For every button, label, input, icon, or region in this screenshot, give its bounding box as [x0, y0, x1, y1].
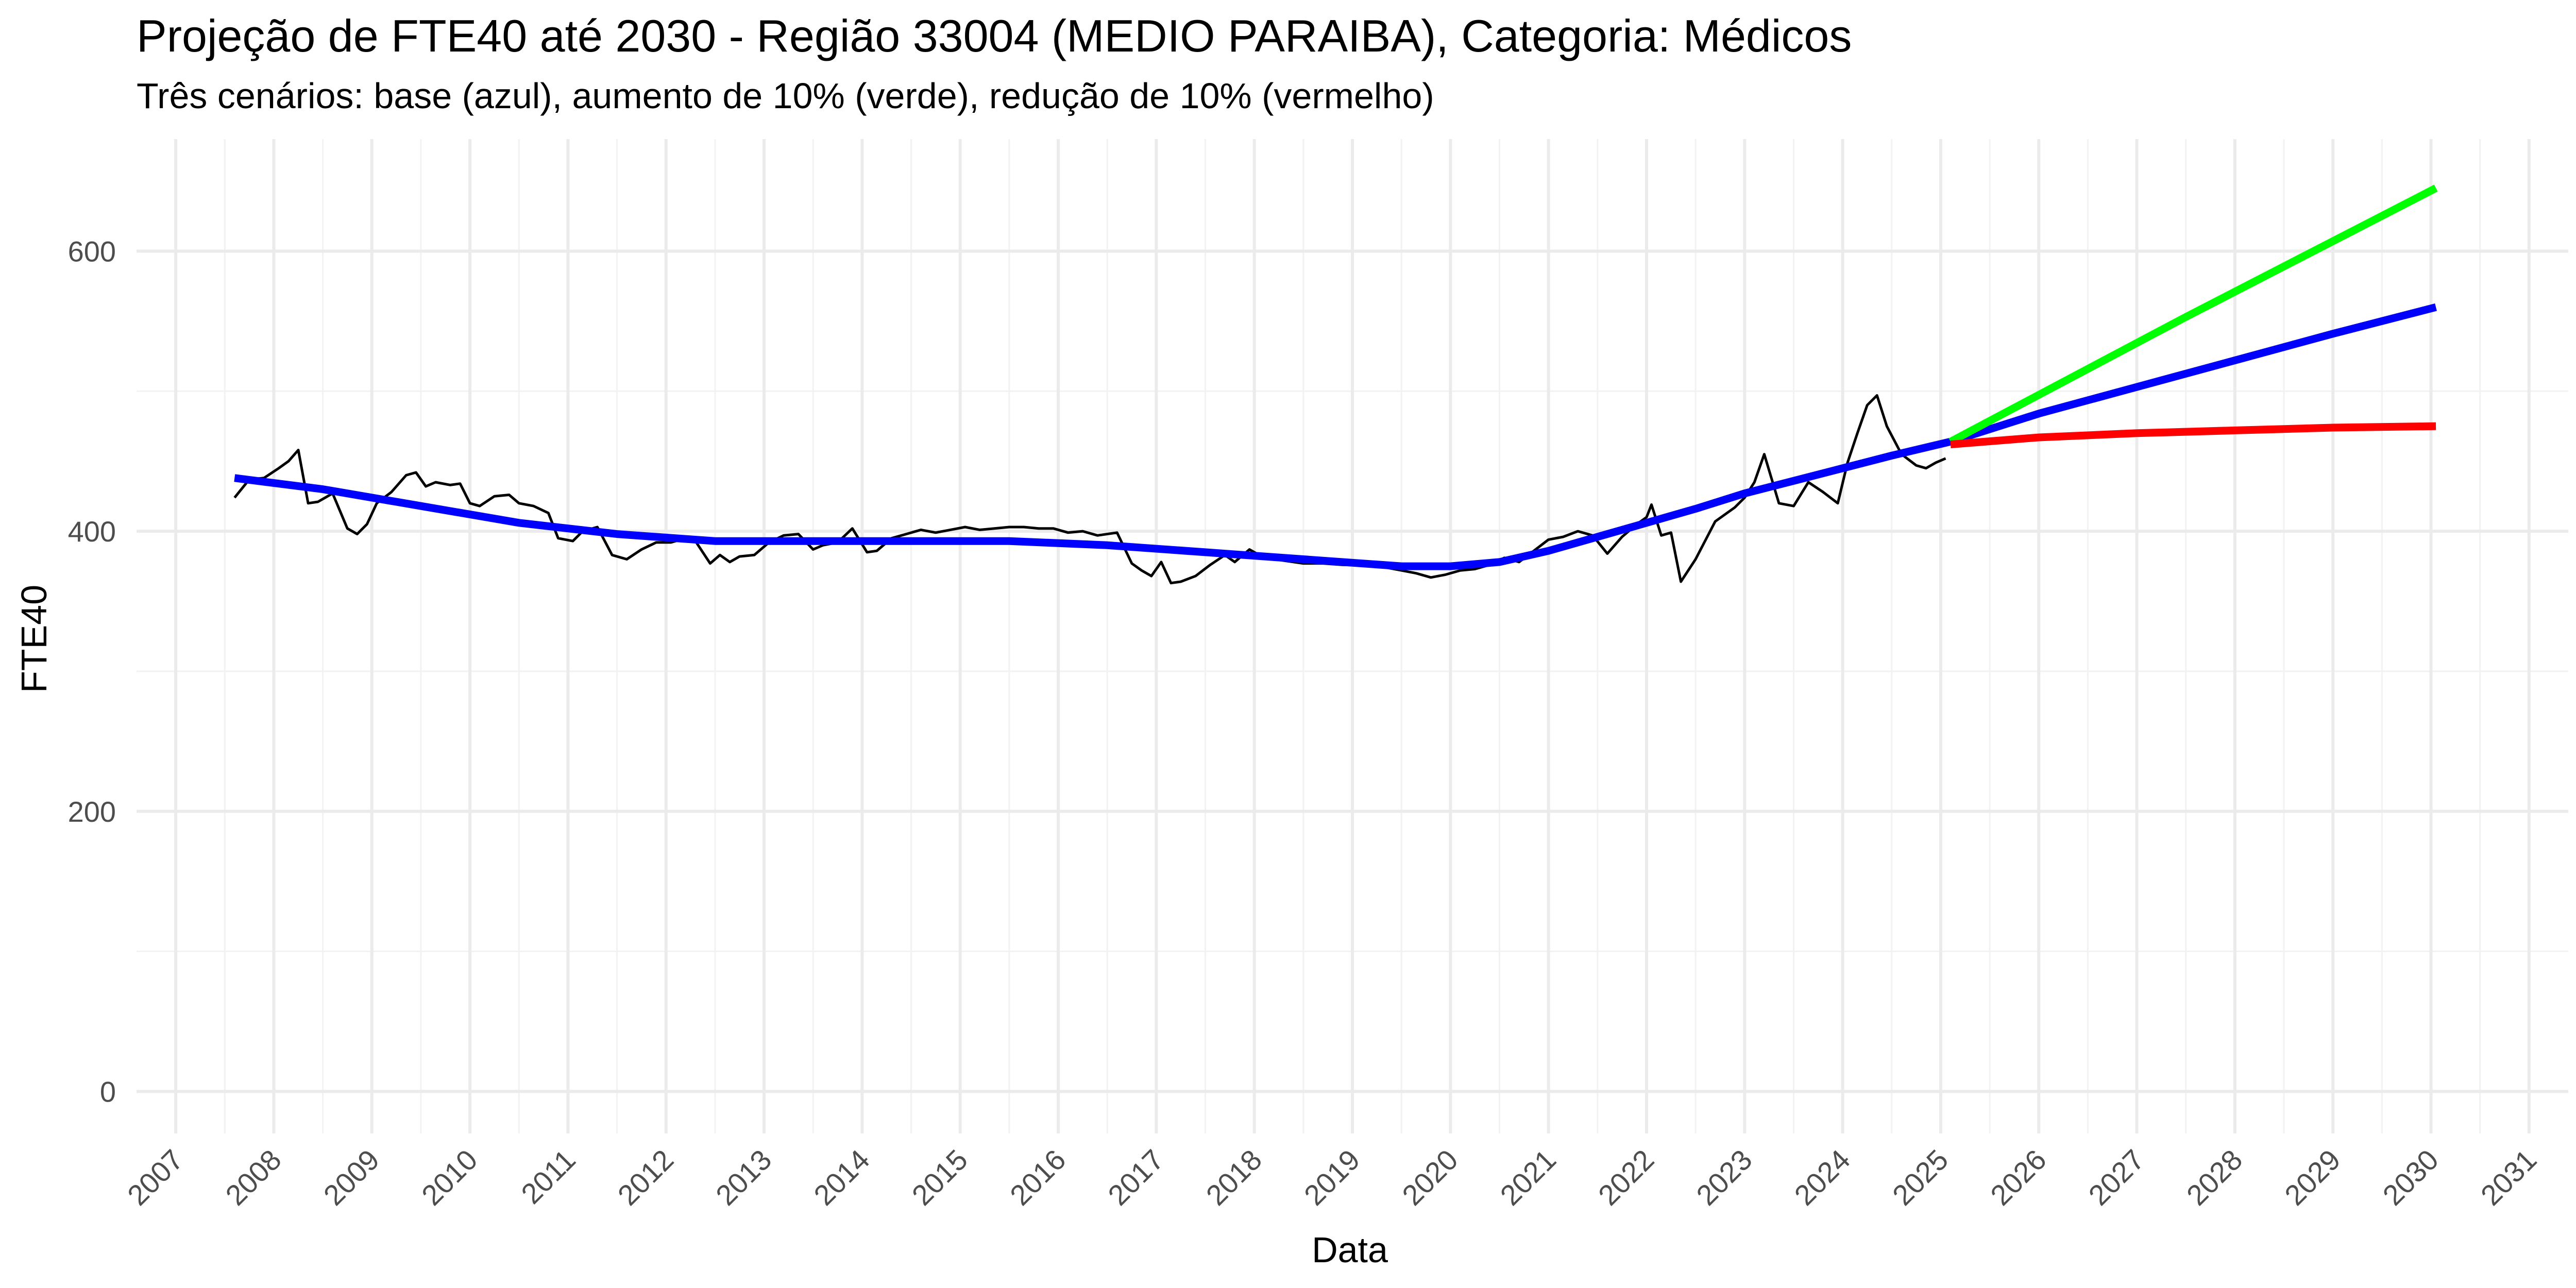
x-tick-label: 2030: [2376, 1143, 2445, 1212]
x-tick-label: 2025: [1886, 1143, 1955, 1212]
x-tick-label: 2011: [515, 1143, 582, 1210]
x-tick-label: 2021: [1494, 1143, 1562, 1212]
y-axis-title: FTE40: [14, 585, 54, 693]
x-tick-label: 2020: [1396, 1143, 1464, 1212]
series-layer: [233, 184, 2438, 585]
x-tick-label: 2008: [219, 1143, 287, 1212]
chart-subtitle: Três cenários: base (azul), aumento de 1…: [137, 76, 1434, 116]
x-tick-label: 2031: [2475, 1143, 2543, 1212]
y-tick-label: 400: [68, 515, 116, 548]
x-tick-label: 2027: [2082, 1143, 2150, 1212]
x-tick-label: 2014: [807, 1143, 876, 1212]
grid-lines: [137, 139, 2568, 1133]
x-tick-label: 2016: [1004, 1143, 1072, 1212]
x-tick-label: 2019: [1298, 1143, 1366, 1212]
x-tick-label: 2024: [1788, 1143, 1856, 1212]
x-tick-label: 2010: [415, 1143, 484, 1212]
x-tick-label: 2017: [1101, 1143, 1170, 1212]
y-tick-label: 600: [68, 235, 116, 267]
x-tick-label: 2012: [612, 1143, 680, 1212]
reduction-scenario-line: [1950, 422, 2436, 449]
observed-series-line: [233, 394, 1946, 585]
x-tick-label: 2029: [2278, 1143, 2347, 1212]
x-tick-label: 2018: [1200, 1143, 1268, 1212]
x-tick-label: 2013: [709, 1143, 778, 1212]
x-tick-label: 2007: [121, 1143, 190, 1212]
x-tick-label: 2023: [1690, 1143, 1758, 1212]
x-axis-title: Data: [1312, 1230, 1388, 1270]
x-tick-labels: 2007 2008 2009 2010 2011 2012 2013 2014 2015 2016…: [121, 1143, 2543, 1212]
y-tick-label: 0: [100, 1075, 116, 1108]
x-tick-label: 2022: [1592, 1143, 1660, 1212]
x-tick-label: 2015: [906, 1143, 974, 1212]
y-tick-labels: 0 200 400 600: [68, 235, 116, 1108]
increase-scenario-line: [1948, 184, 2438, 445]
x-tick-label: 2009: [317, 1143, 386, 1212]
y-tick-label: 200: [68, 795, 116, 828]
x-tick-label: 2028: [2180, 1143, 2249, 1212]
base-scenario-line: [234, 303, 2437, 570]
x-tick-label: 2026: [1984, 1143, 2053, 1212]
chart-title: Projeção de FTE40 até 2030 - Região 3300…: [137, 10, 1852, 61]
